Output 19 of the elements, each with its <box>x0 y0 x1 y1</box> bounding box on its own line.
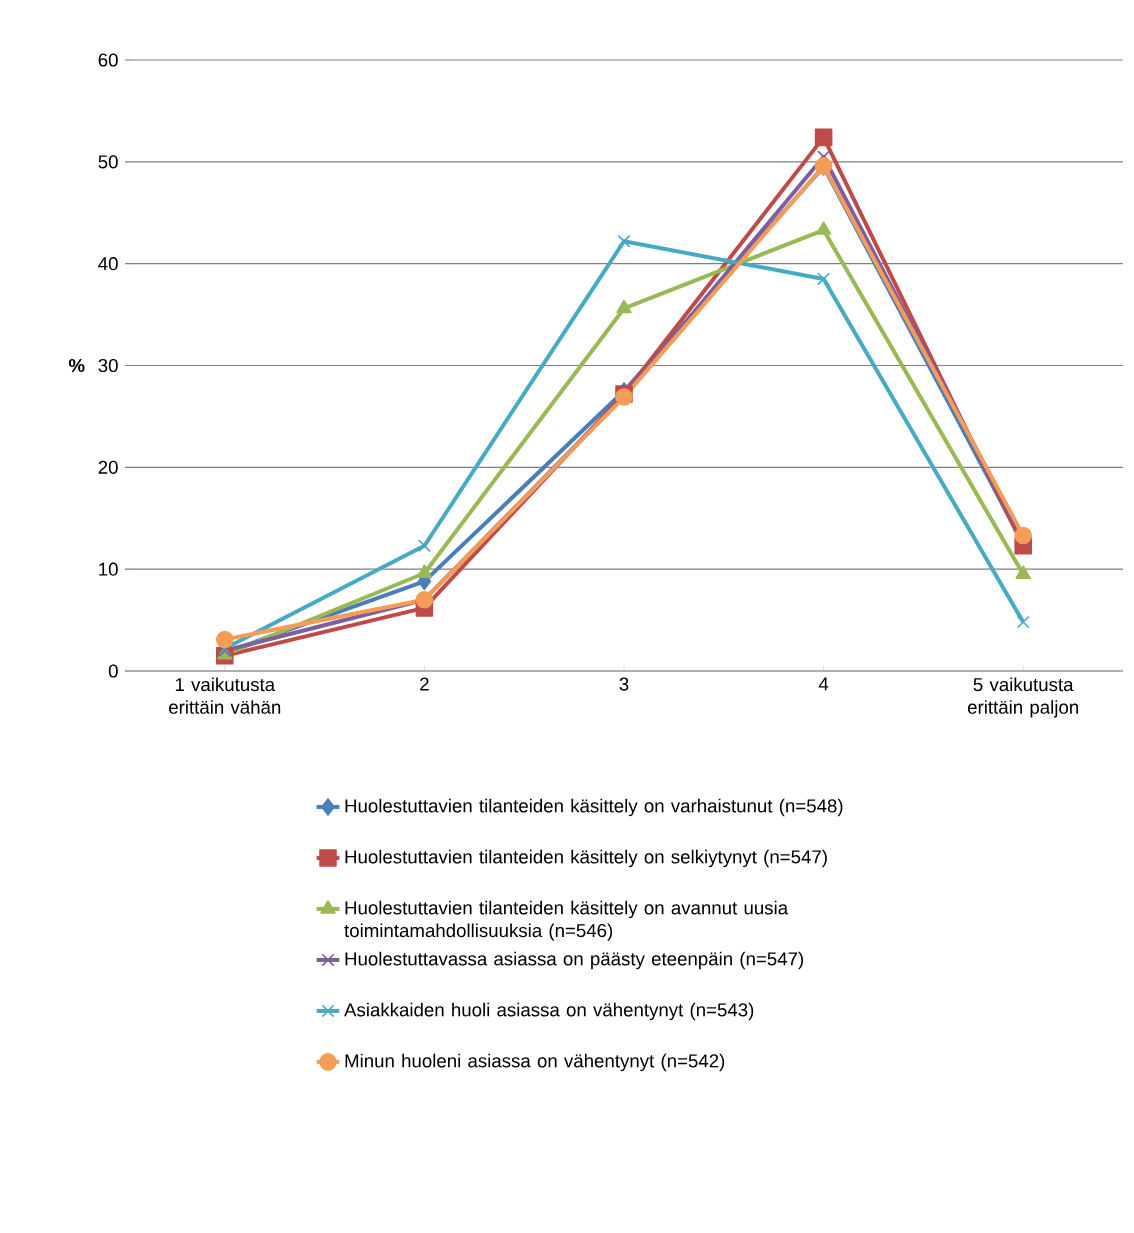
legend-label: Huolestuttavien tilanteiden käsittely on selkiytynyt (n=547) <box>345 849 827 868</box>
x-tick-label: 1 vaikutusta erittäin vähän <box>169 677 281 714</box>
y-tick-label: 40 <box>98 257 118 271</box>
legend-label: Huolestuttavien tilanteiden käsittely on varhaistunut (n=548) <box>345 798 843 817</box>
y-tick-label: 60 <box>98 53 118 67</box>
y-tick-label: 50 <box>98 155 118 169</box>
legend-label: Asiakkaiden huoli asiassa on vähentynyt (n=543) <box>344 1002 754 1021</box>
x-tick-label: 2 <box>420 677 429 691</box>
y-tick-label: 20 <box>98 460 118 474</box>
y-tick-label: 0 <box>108 664 118 678</box>
y-tick-label: 10 <box>99 562 118 576</box>
x-tick-label: 3 <box>619 677 629 691</box>
legend-label: Huolestuttavassa asiassa on päästy eteenpäin (n=547) <box>345 951 804 970</box>
legend-label: Huolestuttavien tilanteiden käsittely on avannut uusia toimintamahdollisuuksia (n=546) <box>344 900 789 941</box>
legend-label: Minun huoleni asiassa on vähentynyt (n=542) <box>345 1053 725 1072</box>
x-tick-label: 4 <box>818 677 829 691</box>
y-axis-title: % <box>68 358 85 373</box>
y-tick-label: 30 <box>98 358 118 373</box>
x-tick-label: 5 vaikutusta erittäin paljon <box>967 677 1078 718</box>
